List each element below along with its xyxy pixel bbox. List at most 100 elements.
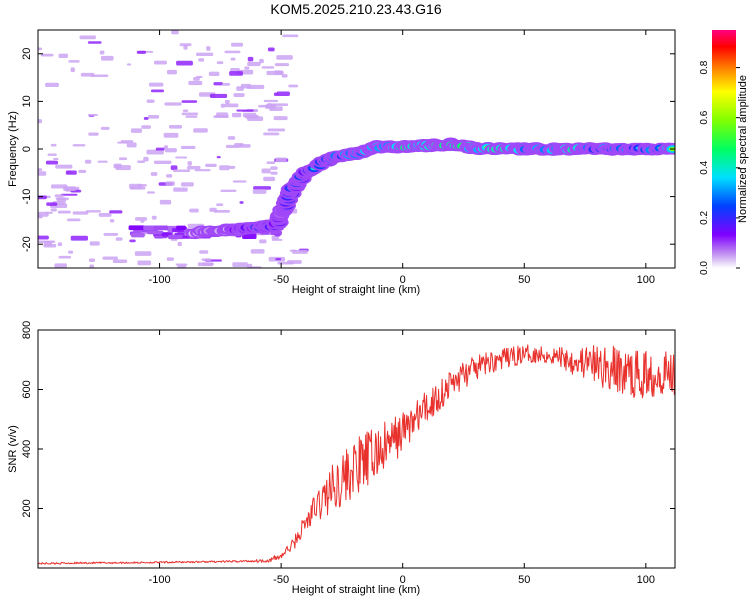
spectrogram-noise-blob	[247, 56, 254, 62]
spectrogram-noise-blob	[38, 119, 43, 124]
spectrogram-noise-blob	[67, 218, 81, 222]
spectrogram-marks	[38, 30, 675, 268]
spectrogram-noise-blob	[176, 60, 193, 66]
spectrogram-noise-blob	[170, 165, 178, 171]
spectrogram-noise-blob	[189, 208, 199, 213]
spectrogram-noise-blob	[148, 82, 164, 87]
spectrogram-noise-blob	[213, 82, 223, 86]
spectrogram-noise-blob	[169, 125, 183, 129]
spectrogram-noise-blob	[148, 115, 160, 119]
spectrogram-noise-blob	[224, 50, 241, 54]
spectrogram-noise-blob	[153, 225, 169, 231]
spectrogram-noise-blob	[244, 66, 250, 70]
spectrogram-noise-blob	[146, 191, 155, 194]
spectrogram-noise-blob	[137, 160, 146, 163]
spectrogram-noise-blob	[183, 44, 188, 50]
spectrogram-x-tick-label: -50	[273, 274, 289, 286]
spectrogram-noise-blob	[182, 109, 189, 112]
spectrogram-noise-blob	[231, 112, 242, 118]
spectrogram-noise-blob	[205, 163, 217, 167]
spectrogram-noise-blob	[117, 141, 128, 144]
spectrogram-noise-blob	[259, 58, 264, 64]
spectrogram-noise-blob	[199, 250, 209, 254]
spectrogram-noise-blob	[65, 170, 77, 175]
spectrogram-noise-blob	[188, 80, 203, 86]
spectrogram-y-tick-label: 10	[21, 95, 33, 107]
spectrogram-noise-blob	[164, 102, 182, 106]
spectrogram-y-tick-label: 20	[21, 48, 33, 60]
spectrogram-noise-blob	[216, 112, 229, 118]
spectrogram-y-ticks: -20 -10 0 10 20	[21, 48, 675, 252]
spectrogram-noise-blob	[90, 74, 109, 78]
spectrogram-noise-blob	[274, 233, 281, 237]
colorbar-label: Normalized spectral amplitude	[737, 75, 749, 223]
snr-panel: -100 -50 0 50 100 200 400 600 800 Height of str…	[7, 321, 676, 596]
spectrogram-noise-blob	[103, 232, 119, 236]
spectrogram-noise-blob	[175, 156, 188, 159]
spectrogram-noise-blob	[78, 169, 87, 174]
spectrogram-noise-blob	[259, 239, 267, 244]
spectrogram-noise-blob	[50, 208, 57, 212]
spectrogram-noise-blob	[88, 258, 96, 263]
spectrogram-noise-blob	[72, 144, 86, 147]
colorbar-tick-label: 0.8	[699, 60, 710, 74]
spectrogram-noise-blob	[193, 128, 208, 133]
spectrogram-noise-blob	[137, 184, 147, 187]
spectrogram-noise-blob	[228, 165, 236, 169]
colorbar-tick-label: 0.0	[699, 261, 710, 275]
spectrogram-noise-blob	[38, 211, 49, 217]
spectrogram-noise-blob	[58, 255, 72, 259]
spectrogram-x-tick-label: 100	[637, 274, 655, 286]
spectrogram-noise-blob	[201, 258, 212, 261]
spectrogram-x-tick-label: 0	[400, 274, 406, 286]
colorbar: 0.0 0.2 0.4 0.6 0.8 Normalized spectral ampl…	[699, 30, 749, 275]
spectrogram-noise-blob	[181, 182, 194, 187]
spectrogram-y-tick-label: -20	[21, 236, 33, 252]
snr-x-tick-label: -100	[149, 574, 171, 586]
spectrogram-noise-blob	[143, 156, 149, 162]
spectrogram-noise-blob	[220, 103, 226, 108]
snr-y-ticks: 200 400 600 800	[21, 321, 675, 518]
spectrogram-noise-blob	[171, 30, 179, 35]
spectrogram-noise-blob	[126, 63, 132, 66]
spectrogram-noise-blob	[209, 93, 228, 98]
spectrogram-noise-blob	[60, 193, 78, 196]
spectrogram-noise-blob	[70, 235, 88, 241]
spectrogram-noise-blob	[45, 82, 59, 87]
spectrogram-noise-blob	[40, 53, 54, 57]
spectrogram-noise-blob	[220, 189, 237, 193]
spectrogram-noise-blob	[269, 106, 283, 111]
spectrogram-noise-blob	[187, 165, 201, 170]
spectrogram-noise-blob	[63, 186, 77, 191]
snr-y-tick-label: 600	[21, 380, 33, 398]
snr-x-ticks: -100 -50 0 50 100	[149, 330, 655, 586]
spectrogram-noise-blob	[266, 161, 276, 165]
snr-x-axis-label: Height of straight line (km)	[292, 584, 420, 596]
chart-title: KOM5.2025.210.23.43.G16	[270, 1, 441, 17]
spectrogram-noise-blob	[242, 112, 257, 118]
spectrogram-noise-blob	[84, 159, 92, 164]
spectrogram-noise-blob	[224, 103, 239, 108]
spectrogram-noise-blob	[146, 99, 155, 103]
spectrogram-noise-blob	[115, 165, 131, 171]
spectrogram-noise-blob	[80, 72, 95, 77]
spectrogram-noise-blob	[87, 113, 98, 117]
spectrogram-noise-blob	[88, 132, 99, 136]
snr-x-tick-label: -50	[273, 574, 289, 586]
spectrogram-noise-blob	[247, 61, 261, 67]
spectrogram-noise-blob	[185, 115, 198, 118]
spectrogram-noise-blob	[128, 225, 145, 231]
spectrogram-noise-blob	[258, 104, 271, 108]
spectrogram-noise-blob	[153, 160, 172, 164]
spectrogram-noise-blob	[263, 132, 280, 136]
spectrogram-noise-blob	[97, 160, 108, 163]
spectrogram-noise-blob	[50, 143, 57, 147]
spectrogram-noise-blob	[231, 42, 244, 47]
spectrogram-noise-blob	[246, 84, 265, 89]
spectrogram-noise-blob	[46, 202, 58, 206]
spectrogram-noise-blob	[276, 55, 293, 60]
spectrogram-noise-blob	[187, 161, 192, 166]
spectrogram-noise-blob	[57, 242, 63, 247]
spectrogram-noise-blob	[263, 99, 279, 103]
spectrogram-noise-blob	[252, 189, 267, 194]
